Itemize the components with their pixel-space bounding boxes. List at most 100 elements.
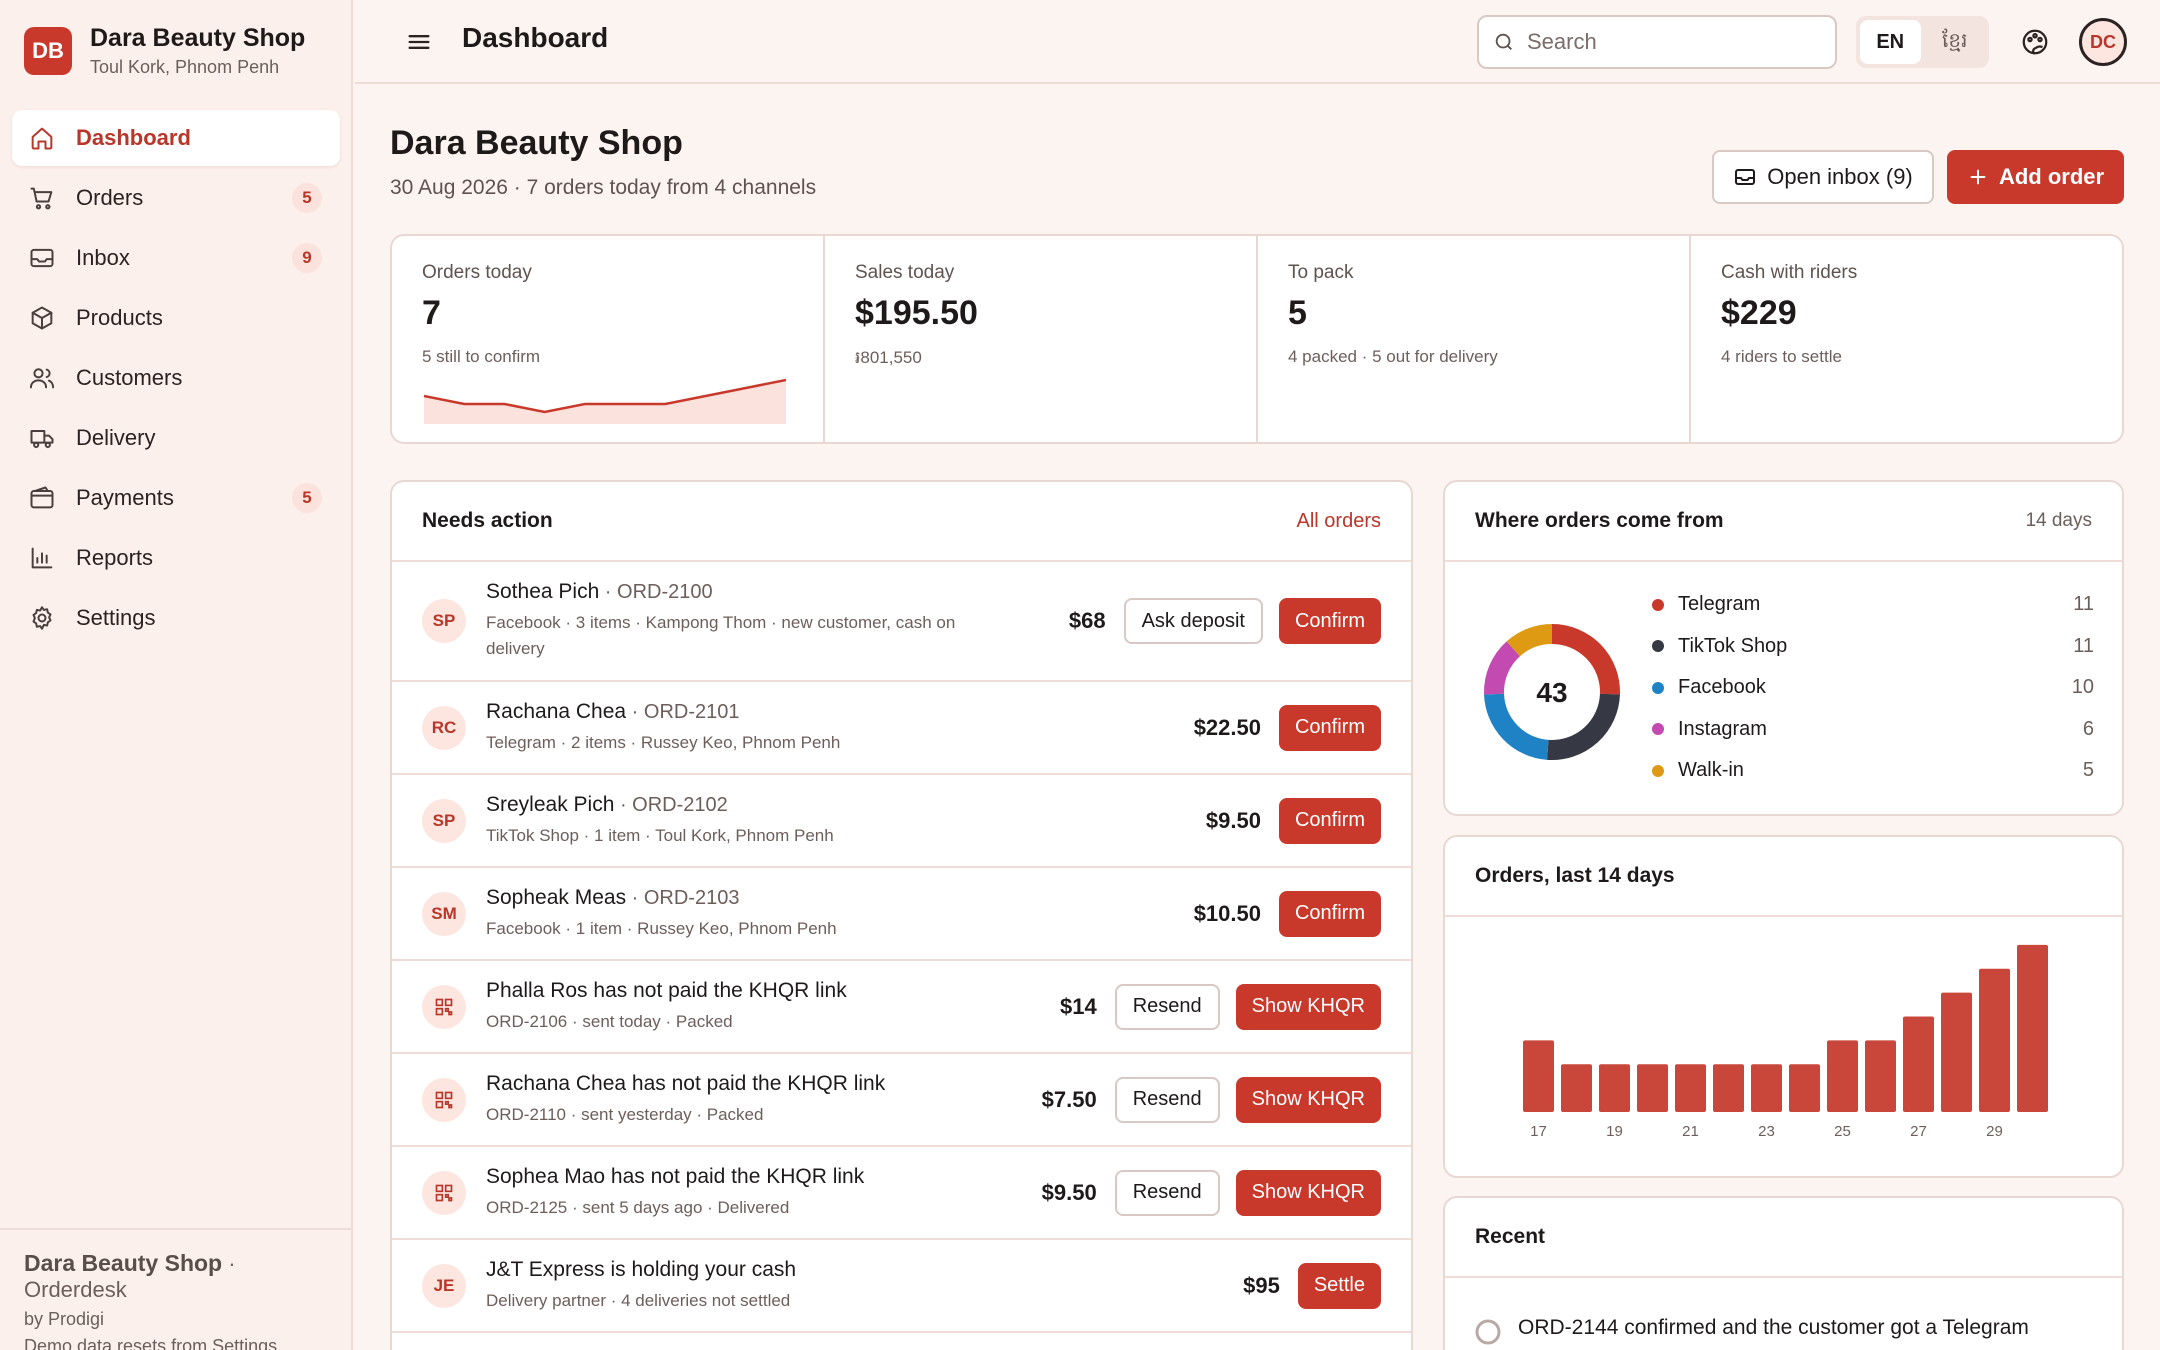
menu-icon[interactable] (405, 28, 433, 56)
language-switch[interactable]: EN ខ្មែរ (1856, 16, 1989, 68)
needs-action-list: SP Sothea Pich · ORD-2100 Facebook · 3 ite… (392, 562, 1411, 1333)
row-subtitle: Facebook · 3 items · Kampong Thom · new … (486, 613, 956, 658)
legend-item: TikTok Shop 11 (1652, 635, 2094, 658)
row-subtitle: ORD-2110 · sent yesterday · Packed (486, 1104, 764, 1124)
footer-note: Demo data resets from Settings (24, 1336, 278, 1350)
recent-header: Recent (1445, 1198, 2122, 1278)
footer-shop-name: Dara Beauty Shop (24, 1250, 223, 1276)
open-inbox-button[interactable]: Open inbox (9) (1712, 150, 1934, 204)
qr-icon (435, 1091, 453, 1108)
donut-slice-instagram[interactable] (1484, 641, 1521, 695)
row-secondary-button[interactable]: Resend (1114, 1076, 1220, 1123)
table-row[interactable]: RC Rachana Chea · ORD-2101 Telegram · 2 it… (392, 682, 1411, 775)
row-amount: $9.50 (1205, 807, 1261, 833)
row-secondary-button[interactable]: Ask deposit (1123, 598, 1263, 644)
table-row[interactable]: SP Sothea Pich · ORD-2100 Facebook · 3 ite… (392, 562, 1411, 682)
kpi-value: 7 (422, 294, 441, 332)
x-tick-label: 27 (1910, 1123, 1927, 1140)
search-input[interactable] (1527, 29, 1807, 55)
kpi-to-pack[interactable]: To pack 5 4 packed · 5 out for delivery (1258, 236, 1691, 442)
row-amount: $10.50 (1193, 900, 1261, 926)
kpi-orders-today[interactable]: Orders today 7 5 still to confirm (392, 236, 825, 442)
bar-day-20[interactable] (1637, 1064, 1668, 1112)
sidebar-item-reports[interactable]: Reports (12, 530, 340, 586)
row-amount: $68 (1068, 608, 1106, 633)
row-primary-button[interactable]: Settle (1297, 1262, 1381, 1309)
palette-icon[interactable] (2020, 27, 2050, 57)
table-row[interactable]: SP Sreyleak Pich · ORD-2102 TikTok Shop · … (392, 775, 1411, 868)
row-primary-button[interactable]: Confirm (1278, 704, 1381, 751)
table-row[interactable]: SM Sopheak Meas · ORD-2103 Facebook · 1 it… (392, 868, 1411, 961)
bar-day-26[interactable] (1865, 1040, 1896, 1112)
donut-slice-walk-in[interactable] (1506, 624, 1553, 657)
kpi-cash-with-riders[interactable]: Cash with riders $229 4 riders to settle (1691, 236, 2122, 442)
row-primary-button[interactable]: Confirm (1278, 890, 1381, 937)
x-tick-label: 21 (1682, 1123, 1699, 1140)
bar-day-24[interactable] (1789, 1064, 1820, 1112)
x-tick-label: 19 (1606, 1123, 1623, 1140)
kpi-sales-today[interactable]: Sales today $195.50 ៛801,550 (825, 236, 1258, 442)
row-primary-button[interactable]: Show KHQR (1235, 1076, 1381, 1123)
gear-icon (32, 606, 52, 630)
qr-icon (435, 1184, 453, 1201)
bar-day-22[interactable] (1713, 1064, 1744, 1112)
page-title: Dashboard (462, 22, 609, 53)
legend-label: Walk-in (1678, 759, 1744, 781)
donut-slice-tiktok-shop[interactable] (1547, 693, 1620, 760)
bar-day-19[interactable] (1599, 1064, 1630, 1112)
brand[interactable]: DB Dara Beauty Shop Toul Kork, Phnom Pen… (24, 24, 305, 78)
search-box[interactable] (1477, 15, 1837, 69)
donut-slice-facebook[interactable] (1484, 693, 1549, 760)
row-avatar (422, 1077, 466, 1122)
bar-day-30[interactable] (2017, 944, 2048, 1112)
sidebar-item-label: Orders (76, 185, 144, 210)
kpi-sub: 4 riders to settle (1721, 347, 1842, 366)
lang-km[interactable]: ខ្មែរ (1942, 30, 1968, 52)
row-secondary-button[interactable]: Resend (1114, 983, 1220, 1030)
table-row[interactable]: Rachana Chea has not paid the KHQR link O… (392, 1054, 1411, 1147)
needs-action-title: Needs action (422, 509, 553, 532)
all-orders-link[interactable]: All orders (1296, 509, 1381, 532)
lang-en[interactable]: EN (1860, 20, 1921, 64)
sidebar-item-customers[interactable]: Customers (12, 350, 340, 406)
x-tick-label: 29 (1986, 1123, 2003, 1140)
brand-logo: DB (24, 27, 72, 75)
sidebar-item-delivery[interactable]: Delivery (12, 410, 340, 466)
kpi-label: Cash with riders (1721, 262, 1858, 283)
row-primary-button[interactable]: Show KHQR (1235, 983, 1381, 1030)
table-row[interactable]: Phalla Ros has not paid the KHQR link ORD… (392, 961, 1411, 1054)
sidebar-item-dashboard[interactable]: Dashboard (12, 110, 340, 166)
sidebar-item-products[interactable]: Products (12, 290, 340, 346)
table-row[interactable]: JE J&T Express is holding your cash Delive… (392, 1240, 1411, 1333)
legend-swatch (1652, 764, 1664, 777)
x-tick-label: 25 (1834, 1123, 1851, 1140)
sidebar-item-payments[interactable]: Payments 5 (12, 470, 340, 526)
bar-day-21[interactable] (1675, 1064, 1706, 1112)
row-secondary-button[interactable]: Resend (1114, 1169, 1220, 1216)
bar-day-25[interactable] (1827, 1040, 1858, 1112)
sidebar-item-settings[interactable]: Settings (12, 590, 340, 646)
row-primary-button[interactable]: Show KHQR (1235, 1169, 1381, 1216)
row-primary-button[interactable]: Confirm (1278, 598, 1381, 644)
plus-icon (1970, 169, 1986, 185)
row-title: Phalla Ros has not paid the KHQR link (486, 978, 847, 1002)
add-order-button[interactable]: Add order (1947, 150, 2124, 204)
sidebar-item-orders[interactable]: Orders 5 (12, 170, 340, 226)
bar-day-18[interactable] (1561, 1064, 1592, 1112)
bar-day-27[interactable] (1903, 1016, 1934, 1112)
bar-day-29[interactable] (1979, 968, 2010, 1112)
sidebar-item-label: Dashboard (76, 125, 191, 150)
bar-day-23[interactable] (1751, 1064, 1782, 1112)
recent-item[interactable]: ORD-2144 confirmed and the customer got … (1518, 1316, 2029, 1339)
bar-day-28[interactable] (1941, 992, 1972, 1112)
row-primary-button[interactable]: Confirm (1278, 797, 1381, 844)
user-avatar[interactable]: DC (2079, 18, 2127, 66)
row-avatar: RC (422, 705, 466, 750)
brand-name: Dara Beauty Shop (90, 24, 306, 52)
bar-day-17[interactable] (1523, 1040, 1554, 1112)
row-amount: $22.50 (1193, 714, 1261, 740)
donut-slice-telegram[interactable] (1551, 624, 1620, 695)
table-row[interactable]: Sophea Mao has not paid the KHQR link ORD… (392, 1147, 1411, 1240)
legend-count: 11 (2073, 593, 2094, 615)
sidebar-item-inbox[interactable]: Inbox 9 (12, 230, 340, 286)
